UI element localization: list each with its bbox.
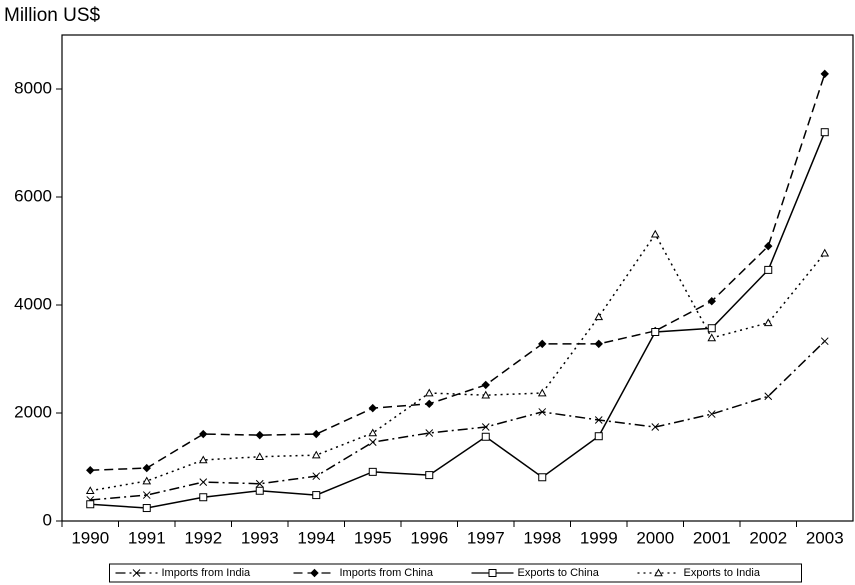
marker — [198, 455, 208, 464]
marker — [651, 423, 660, 431]
legend-label: Exports to China — [518, 567, 600, 579]
marker — [651, 328, 660, 336]
x-tick-label: 2001 — [693, 528, 731, 547]
marker — [538, 408, 547, 416]
marker — [481, 390, 491, 399]
legend-label: Imports from India — [162, 567, 252, 579]
marker — [425, 399, 434, 409]
marker — [654, 568, 663, 577]
marker — [594, 416, 603, 424]
marker — [594, 339, 603, 349]
marker — [820, 337, 829, 346]
marker — [142, 491, 151, 499]
legend-label: Imports from China — [340, 567, 434, 579]
marker — [425, 429, 434, 437]
series-line — [90, 131, 826, 509]
marker — [86, 466, 95, 475]
marker — [594, 312, 604, 321]
series-line — [90, 232, 826, 492]
marker — [142, 463, 151, 473]
marker — [481, 380, 490, 390]
marker — [707, 333, 717, 342]
marker — [310, 568, 319, 578]
legend-box — [109, 563, 802, 583]
marker — [368, 428, 378, 437]
marker — [481, 432, 490, 441]
marker — [312, 429, 321, 439]
x-tick-label: 1999 — [580, 528, 618, 547]
marker — [820, 128, 829, 137]
x-tick-label: 2002 — [749, 528, 787, 547]
marker — [707, 410, 716, 418]
marker — [312, 491, 321, 500]
marker — [199, 493, 208, 502]
marker — [820, 248, 830, 257]
marker — [368, 403, 377, 413]
marker — [820, 69, 829, 79]
marker — [85, 486, 95, 495]
marker — [538, 339, 547, 349]
series-line — [90, 340, 826, 501]
x-tick-label: 1995 — [354, 528, 392, 547]
y-tick-label: 2000 — [14, 402, 52, 421]
x-tick-label: 1997 — [467, 528, 505, 547]
marker — [424, 388, 434, 397]
marker — [255, 452, 265, 461]
x-tick-label: 1991 — [128, 528, 166, 547]
marker — [312, 472, 321, 481]
marker — [368, 438, 377, 447]
x-tick-label: 1992 — [184, 528, 222, 547]
y-tick-label: 8000 — [14, 78, 52, 97]
marker — [86, 500, 95, 509]
x-tick-label: 2000 — [636, 528, 674, 547]
marker — [707, 324, 716, 333]
y-tick-label: 4000 — [14, 294, 52, 313]
marker — [311, 450, 321, 459]
legend-label: Exports to India — [684, 567, 761, 579]
marker — [142, 504, 151, 513]
marker — [763, 318, 773, 327]
marker — [594, 432, 603, 441]
marker — [538, 473, 547, 482]
y-tick-label: 6000 — [14, 186, 52, 205]
x-tick-label: 1998 — [523, 528, 561, 547]
x-tick-label: 2003 — [806, 528, 844, 547]
marker — [707, 297, 716, 306]
marker — [764, 241, 773, 251]
marker — [650, 229, 660, 238]
marker — [764, 265, 773, 274]
series-line — [90, 73, 826, 471]
marker — [255, 486, 264, 495]
marker — [368, 467, 377, 476]
marker — [199, 478, 208, 486]
marker — [255, 430, 264, 440]
marker — [537, 388, 547, 397]
marker — [425, 471, 434, 480]
marker — [255, 479, 264, 488]
marker — [199, 429, 208, 439]
x-tick-label: 1996 — [410, 528, 448, 547]
marker — [488, 569, 497, 577]
x-tick-label: 1994 — [297, 528, 335, 547]
marker — [132, 569, 141, 577]
x-tick-label: 1990 — [71, 528, 109, 547]
y-tick-label: 0 — [43, 510, 52, 529]
plot-frame — [61, 34, 854, 522]
marker — [142, 476, 152, 485]
y-axis-label: Million US$ — [4, 5, 101, 26]
marker — [481, 423, 490, 431]
x-tick-label: 1993 — [241, 528, 279, 547]
marker — [764, 392, 773, 401]
